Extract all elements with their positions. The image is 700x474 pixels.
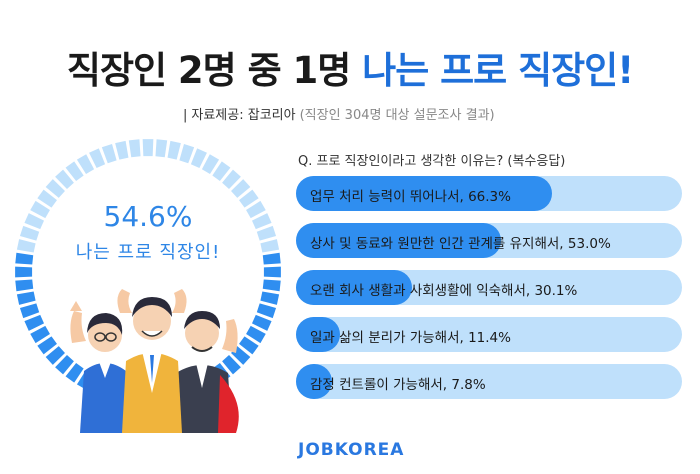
donut-segment-rest [256,225,277,241]
donut-segment-pro [37,336,57,355]
donut-segment-rest [37,189,57,208]
bar-fill [296,317,340,352]
source-label: 자료제공: 잡코리아 [191,108,296,123]
donut-segment-rest [55,169,74,189]
donut-segment-pro [239,336,259,355]
bar-label: 오랜 회사 생활과 사회생활에 익숙해서, 30.1% [310,283,578,299]
source-divider: | [183,108,188,123]
page-title: 직장인 2명 중 1명 나는 프로 직장인! [0,40,700,94]
bar-track: 상사 및 동료와 원만한 인간 관계를 유지해서, 53.0% [296,223,682,258]
donut-segment-pro [55,355,74,375]
donut-segment-pro [256,303,277,319]
donut-segment-rest [76,154,95,174]
donut-segment-rest [231,179,251,198]
donut-segment-rest [251,213,272,230]
donut-segment-rest [179,143,195,164]
bar-fill [296,364,332,399]
title-part-1: 직장인 2명 중 1명 [66,49,351,92]
bar-track: 오랜 회사 생활과 사회생활에 익숙해서, 30.1% [296,270,682,305]
donut-segment-rest [16,239,36,253]
bar-fill [296,223,501,258]
donut-segment-pro [16,291,36,305]
donut-segment-pro [263,266,281,278]
donut-percent: 54.6% [103,200,193,233]
donut-segment-rest [246,200,266,219]
bar-label: 상사 및 동료와 원만한 인간 관계를 유지해서, 53.0% [310,236,611,252]
source-line: | 자료제공: 잡코리아 (직장인 304명 대상 설문조사 결과) [183,104,495,123]
donut-segment-pro [15,266,33,278]
donut-segment-rest [89,148,106,169]
donut-segment-rest [115,140,129,160]
donut-segment-pro [251,314,272,331]
office-workers-illustration [70,289,239,433]
donut-segment-rest [155,139,168,158]
donut-label: 나는 프로 직장인! [75,242,221,263]
donut-segment-pro [65,363,84,383]
donut-segment-pro [15,279,34,292]
donut-segment-rest [24,213,45,230]
donut-segment-pro [19,303,40,319]
donut-segment-pro [262,279,281,292]
jobkorea-logo: JOBKOREA [298,440,405,460]
bar-track: 일과 삶의 분리가 가능해서, 11.4% [296,317,682,352]
question-text: Q. 프로 직장인이라고 생각한 이유는? (복수응답) [298,154,566,169]
bar-track: 감정 컨트롤이 가능해서, 7.8% [296,364,682,399]
donut-segment-rest [167,140,181,160]
donut-segment-pro [15,252,34,265]
donut-segment-pro [246,325,266,344]
donut-segment-pro [30,325,50,344]
donut-segment-rest [260,239,280,253]
bar-label: 업무 처리 능력이 뛰어나서, 66.3% [310,189,511,205]
donut-segment-pro [262,252,281,265]
donut-segment-rest [190,148,207,169]
donut-segment-rest [65,161,84,181]
title-part-2: 나는 프로 직장인! [362,49,634,92]
bar-fill [296,270,413,305]
donut-segment-pro [45,346,65,365]
donut-segment-rest [142,139,154,157]
donut-segment-pro [24,314,45,331]
donut-segment-pro [222,355,241,375]
bar-fill [296,176,552,211]
donut-segment-rest [239,189,259,208]
donut-segment-rest [19,225,40,241]
bar-label: 일과 삶의 분리가 가능해서, 11.4% [310,330,511,346]
bar-label: 감정 컨트롤이 가능해서, 7.8% [310,377,486,393]
donut-segment-rest [222,169,241,189]
donut-segment-rest [30,200,50,219]
donut-segment-rest [101,143,117,164]
donut-segment-pro [260,291,280,305]
donut-segment-rest [45,179,65,198]
donut-segment-rest [201,154,220,174]
donut-segment-rest [212,161,231,181]
donut-segment-rest [128,139,141,158]
source-note: (직장인 304명 대상 설문조사 결과) [299,108,495,123]
bar-track: 업무 처리 능력이 뛰어나서, 66.3% [296,176,682,211]
